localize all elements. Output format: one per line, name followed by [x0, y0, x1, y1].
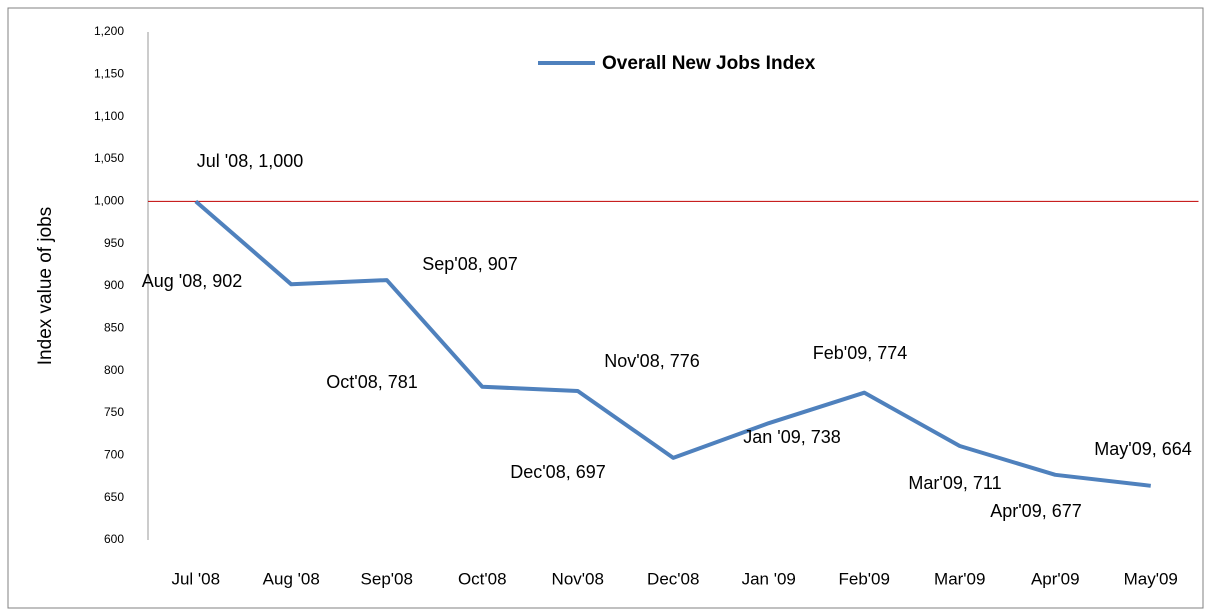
y-tick-label: 1,150 — [94, 67, 124, 81]
y-tick-label: 1,050 — [94, 151, 124, 165]
data-label: Mar'09, 711 — [908, 473, 1001, 493]
x-tick-label: Dec'08 — [647, 569, 699, 588]
y-tick-label: 850 — [104, 321, 124, 335]
x-tick-label: Aug '08 — [263, 569, 320, 588]
data-label: Jan '09, 738 — [743, 427, 841, 447]
y-axis-label: Index value of jobs — [35, 207, 56, 365]
x-tick-label: Mar'09 — [934, 569, 985, 588]
y-tick-label: 700 — [104, 448, 124, 462]
legend-label: Overall New Jobs Index — [602, 53, 816, 74]
x-tick-label: May'09 — [1124, 569, 1178, 588]
x-tick-label: Oct'08 — [458, 569, 507, 588]
x-tick-label: Feb'09 — [839, 569, 890, 588]
data-label: May'09, 664 — [1094, 439, 1192, 459]
y-tick-label: 900 — [104, 278, 124, 292]
data-label: Oct'08, 781 — [326, 372, 418, 392]
y-tick-label: 600 — [104, 532, 124, 546]
data-label: Dec'08, 697 — [510, 462, 606, 482]
y-tick-label: 800 — [104, 363, 124, 377]
data-label: Aug '08, 902 — [142, 271, 243, 291]
data-label: Jul '08, 1,000 — [197, 151, 304, 171]
x-tick-label: Nov'08 — [552, 569, 604, 588]
series-line — [194, 199, 1151, 488]
data-label: Apr'09, 677 — [990, 501, 1082, 521]
y-tick-label: 650 — [104, 490, 124, 504]
x-tick-label: Jul '08 — [171, 569, 220, 588]
y-tick-label: 1,000 — [94, 194, 124, 208]
x-tick-label: Jan '09 — [742, 569, 796, 588]
y-tick-label: 750 — [104, 405, 124, 419]
data-label: Nov'08, 776 — [604, 351, 700, 371]
chart-frame — [7, 7, 1204, 609]
data-label: Sep'08, 907 — [422, 254, 518, 274]
x-tick-label: Apr'09 — [1031, 569, 1080, 588]
data-label: Feb'09, 774 — [813, 343, 908, 363]
y-tick-label: 950 — [104, 236, 124, 250]
x-tick-label: Sep'08 — [361, 569, 413, 588]
y-tick-label: 1,200 — [94, 24, 124, 38]
y-tick-label: 1,100 — [94, 109, 124, 123]
